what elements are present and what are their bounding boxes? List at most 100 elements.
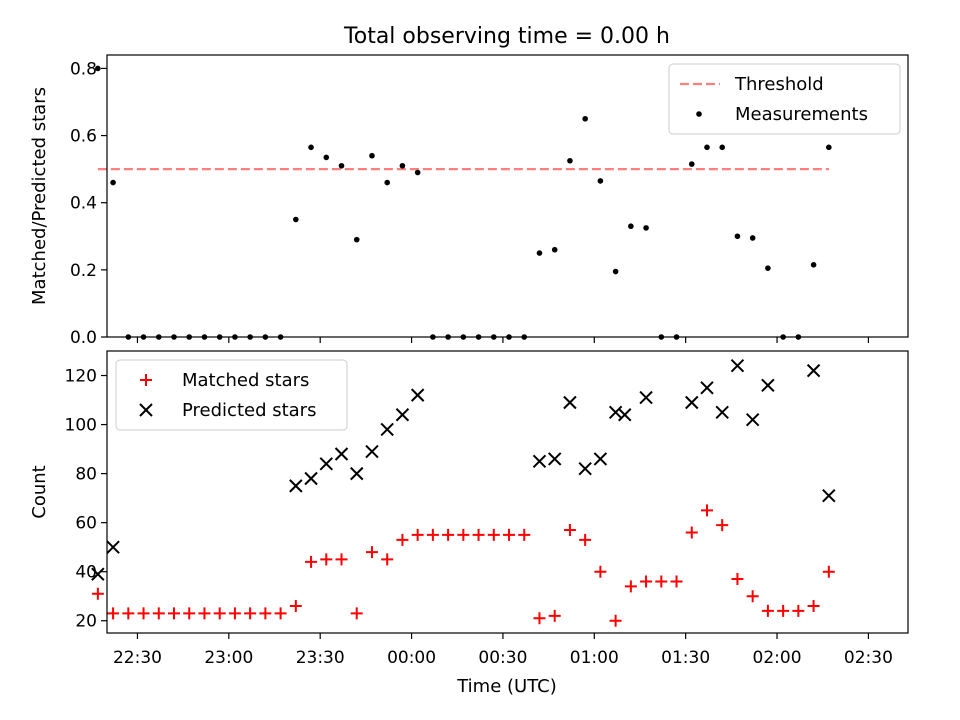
data-point — [731, 573, 744, 586]
data-point — [624, 580, 637, 593]
data-point — [563, 395, 577, 410]
y-tick-label: 40 — [75, 563, 97, 583]
data-point — [533, 612, 546, 625]
x-tick-label: 01:00 — [570, 648, 619, 668]
data-point — [503, 528, 516, 541]
data-point — [274, 607, 287, 620]
data-point — [715, 405, 729, 420]
legend-label: Measurements — [735, 104, 868, 125]
data-point — [335, 553, 348, 566]
data-point — [198, 607, 211, 620]
data-point — [399, 162, 406, 169]
data-point — [110, 179, 116, 186]
axes-frame — [106, 350, 909, 634]
data-point — [685, 526, 698, 539]
data-point — [457, 528, 470, 541]
data-point — [582, 115, 588, 122]
data-point — [350, 466, 364, 481]
data-point — [730, 359, 745, 373]
data-point — [792, 604, 805, 617]
data-point — [293, 216, 299, 223]
data-point — [259, 607, 272, 620]
data-point — [213, 607, 226, 620]
data-point — [426, 528, 439, 541]
x-tick-label: 00:00 — [387, 648, 436, 668]
legend-marker — [139, 403, 153, 417]
data-point — [380, 422, 394, 437]
x-tick-label: 22:30 — [113, 648, 162, 668]
series-matched-stars — [91, 504, 835, 627]
data-point — [688, 161, 695, 167]
y-tick-label: 100 — [65, 416, 97, 436]
data-point — [761, 604, 774, 617]
data-point — [289, 600, 302, 613]
legend: Matched stars Predicted stars — [115, 359, 348, 431]
series-measurements — [95, 65, 832, 340]
data-point — [670, 575, 683, 588]
legend: Threshold Measurements — [668, 63, 901, 135]
y-tick-label: 0.6 — [70, 127, 97, 147]
data-point — [487, 528, 500, 541]
data-point — [765, 265, 771, 271]
x-tick-label: 00:30 — [478, 648, 527, 668]
x-axis-label: Time (UTC) — [456, 676, 557, 697]
figure-title: Total observing time = 0.00 h — [343, 24, 670, 49]
data-point — [578, 461, 592, 476]
data-point — [411, 528, 424, 541]
legend-marker — [696, 111, 702, 117]
legend-label: Threshold — [734, 74, 824, 95]
y-axis-label: Count — [29, 465, 50, 518]
data-point — [567, 157, 573, 164]
y-axis-label: Matched/Predicted stars — [29, 87, 50, 305]
data-point — [381, 553, 394, 566]
data-point — [563, 524, 576, 537]
data-point — [547, 452, 562, 466]
data-point — [228, 607, 241, 620]
data-point — [183, 607, 196, 620]
data-point — [365, 546, 378, 559]
x-tick-label: 02:30 — [844, 648, 893, 668]
data-point — [704, 144, 710, 151]
data-point — [353, 236, 360, 243]
legend-box — [115, 359, 348, 431]
count-panel: 20 40 60 80 100 120 22:30 23:00 23:30 00:00 00:30 0… — [29, 350, 909, 668]
data-point — [643, 225, 649, 231]
data-point — [777, 604, 790, 617]
data-point — [609, 614, 622, 627]
data-point — [640, 575, 653, 588]
data-point — [551, 246, 558, 253]
data-point — [395, 408, 410, 422]
data-point — [532, 454, 547, 469]
data-point — [152, 607, 165, 620]
data-point — [612, 268, 619, 275]
legend-label: Predicted stars — [182, 400, 316, 421]
data-point — [289, 479, 303, 493]
data-point — [826, 144, 832, 151]
y-tick-label: 60 — [75, 514, 97, 534]
legend-marker — [140, 374, 152, 386]
data-point — [822, 488, 836, 503]
data-point — [807, 600, 820, 613]
data-point — [579, 533, 592, 546]
data-point — [685, 395, 699, 410]
data-point — [305, 555, 318, 568]
data-point — [761, 378, 775, 393]
data-point — [95, 65, 101, 72]
data-point — [806, 363, 821, 378]
data-point — [749, 235, 756, 241]
data-point — [350, 607, 363, 620]
x-tick-label: 23:30 — [296, 648, 345, 668]
data-point — [122, 607, 135, 620]
data-point — [719, 144, 726, 151]
data-point — [593, 452, 608, 466]
legend-box — [668, 63, 901, 135]
data-point — [472, 528, 485, 541]
legend-label: Matched stars — [182, 370, 309, 391]
data-point — [700, 504, 713, 517]
y-tick-label: 0.4 — [70, 194, 97, 214]
data-point — [608, 405, 623, 420]
data-point — [137, 607, 150, 620]
data-point — [594, 565, 607, 578]
data-point — [410, 388, 425, 402]
